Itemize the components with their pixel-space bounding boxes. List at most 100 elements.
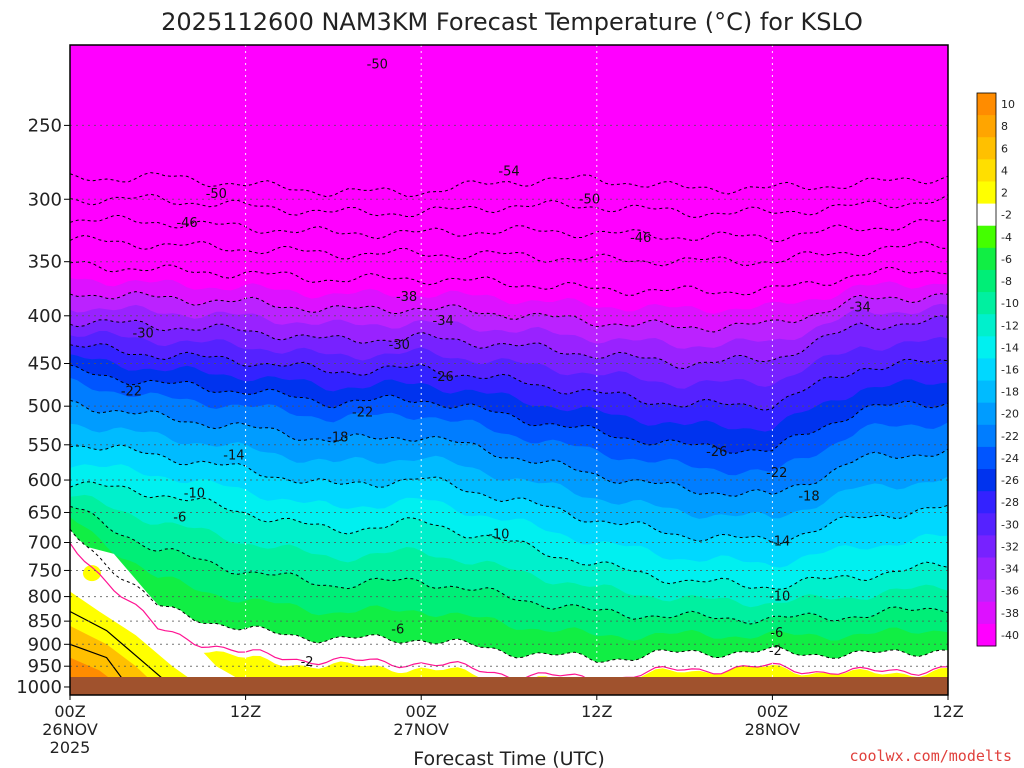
colorbar-swatch <box>977 115 996 138</box>
isotherm-line <box>70 315 948 370</box>
plot-area: -50-54-50 -50-46-46-38-34-34-30-30-26-22-… <box>70 45 948 695</box>
colorbar-label: -2 <box>1001 209 1012 222</box>
y-tick-label: 700 <box>28 532 62 553</box>
y-tick-label: 600 <box>28 470 62 491</box>
isotherm-line <box>70 505 948 625</box>
y-tick-label: 950 <box>28 656 62 677</box>
colorbar-swatch <box>977 336 996 359</box>
colorbar-swatch <box>977 137 996 160</box>
colorbar-swatch <box>977 247 996 271</box>
contour-label: -6 <box>173 510 186 525</box>
colorbar-label: -40 <box>1001 629 1019 642</box>
contour-labels: -50-54-50 -50-46-46-38-34-34-30-30-26-22-… <box>121 57 871 670</box>
contour-label: -46 <box>630 231 651 246</box>
contour-label: -18 <box>327 430 348 445</box>
colorbar-label: -20 <box>1001 408 1019 421</box>
colorbar-label: -16 <box>1001 364 1019 377</box>
y-tick-label: 850 <box>28 611 62 632</box>
colorbar-swatch <box>977 93 996 116</box>
y-tick-label: 550 <box>28 435 62 456</box>
colorbar-label: -10 <box>1001 297 1019 310</box>
colorbar-label: -24 <box>1001 452 1019 465</box>
x-tick-label: 12Z <box>581 702 612 721</box>
colorbar-swatch <box>977 601 996 625</box>
y-tick-label: 300 <box>28 189 62 210</box>
colorbar-label: -4 <box>1001 231 1012 244</box>
colorbar-label: -14 <box>1001 341 1019 354</box>
chart-title: 2025112600 NAM3KM Forecast Temperature (… <box>161 8 863 36</box>
colorbar-label: -34 <box>1001 563 1019 576</box>
colorbar-label: 6 <box>1001 142 1008 155</box>
x-tick-label: 28NOV <box>745 720 801 739</box>
contour-label: -26 <box>433 370 454 385</box>
colorbar-swatch <box>977 446 996 470</box>
colorbar-label: 10 <box>1001 98 1015 111</box>
contour-label: -10 <box>769 590 790 605</box>
contour-label: -18 <box>798 490 819 505</box>
colorbar-swatch <box>977 535 996 559</box>
y-tick-label: 750 <box>28 560 62 581</box>
contour-label: -34 <box>433 314 454 329</box>
colorbar-swatch <box>977 579 996 603</box>
isotherm-line <box>70 260 948 296</box>
y-tick-label: 400 <box>28 306 62 327</box>
x-tick-label: 27NOV <box>393 720 449 739</box>
colorbar-label: -30 <box>1001 518 1019 531</box>
colorbar-swatch <box>977 225 996 249</box>
colorbar-swatch <box>977 159 996 182</box>
contour-label: -14 <box>223 449 244 464</box>
y-axis: 2503003504004505005506006507007508008509… <box>16 115 70 698</box>
x-tick-label: 00Z <box>406 702 437 721</box>
isotherm-line <box>70 193 948 219</box>
colorbar-swatch <box>977 513 996 536</box>
colorbar-swatch <box>977 292 996 315</box>
colorbar-label: -6 <box>1001 253 1012 266</box>
colorbar-label: -32 <box>1001 540 1019 553</box>
x-axis-label: Forecast Time (UTC) <box>413 748 604 768</box>
colorbar-swatch <box>977 358 996 382</box>
isotherm-line <box>70 234 948 267</box>
x-tick-label: 12Z <box>932 702 963 721</box>
x-tick-label: 26NOV <box>42 720 98 739</box>
colorbar-label: -38 <box>1001 607 1019 620</box>
colorbar: 10 8 6 4 2 -2 -4 -6 -8 -10 -12 -14 -16 -18 -20 -22 -24 -2… <box>976 92 1019 647</box>
contour-label: -50 <box>367 57 388 72</box>
contour-label: -22 <box>352 406 373 421</box>
x-tick-label: 00Z <box>54 702 85 721</box>
colorbar-swatch <box>977 269 996 293</box>
colorbar-label: -28 <box>1001 496 1019 509</box>
y-tick-label: 450 <box>28 354 62 375</box>
contour-label: -34 <box>850 301 871 316</box>
warm-pocket <box>82 565 101 582</box>
colorbar-label: -26 <box>1001 474 1019 487</box>
contour-label: -10 <box>488 527 509 542</box>
colorbar-swatch <box>977 424 996 448</box>
colorbar-swatch <box>977 491 996 514</box>
temperature-band <box>70 529 948 695</box>
x-tick-label: 2025 <box>50 738 91 757</box>
isotherm-line <box>70 528 948 663</box>
plot-frame <box>69 44 949 696</box>
colorbar-swatch <box>977 557 996 581</box>
colorbar-label: -18 <box>1001 386 1019 399</box>
x-tick-label: 12Z <box>230 702 261 721</box>
isotherm-line <box>70 343 948 411</box>
colorbar-swatch <box>977 314 996 337</box>
contour-label: -26 <box>706 445 727 460</box>
colorbar-swatch <box>977 203 996 227</box>
contour-label: -22 <box>121 384 142 399</box>
colorbar-label: 4 <box>1001 164 1008 177</box>
colorbar-label: 8 <box>1001 120 1008 133</box>
colorbar-frame <box>976 92 997 647</box>
y-tick-label: 800 <box>28 587 62 608</box>
contour-label: -14 <box>769 534 790 549</box>
contour-label: -30 <box>389 338 410 353</box>
colorbar-label: -22 <box>1001 430 1019 443</box>
isotherm-line <box>70 291 948 333</box>
colorbar-swatch <box>977 623 996 647</box>
isotherm-line <box>70 364 948 454</box>
contour-label: -6 <box>391 623 404 638</box>
y-tick-label: 500 <box>28 396 62 417</box>
